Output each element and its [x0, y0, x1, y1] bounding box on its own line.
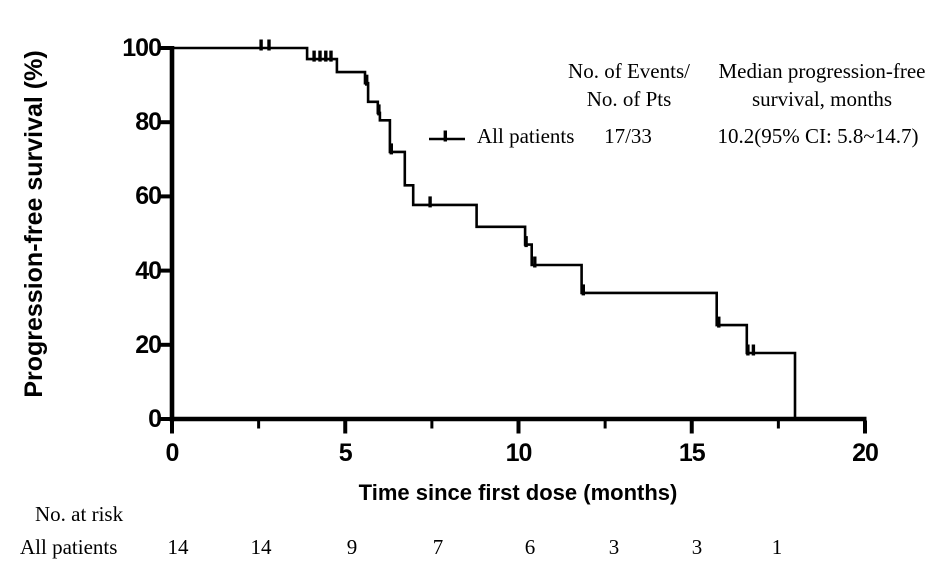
y-tick-label-0: 0 — [148, 405, 162, 433]
x-tick-label-20: 20 — [852, 439, 879, 467]
x-tick-label-0: 0 — [165, 439, 180, 467]
risk-table-title: No. at risk — [35, 502, 124, 526]
legend-events-header: No. of Events/ No. of Pts — [543, 57, 715, 113]
censor-tick-mark — [428, 196, 432, 208]
y-tick-label-20: 20 — [135, 330, 162, 359]
y-tick-label-80: 80 — [135, 108, 162, 137]
legend-median-header-line2: survival, months — [752, 87, 892, 111]
censor-tick-mark — [365, 74, 369, 86]
y-axis-title: Progression-free survival (%) — [20, 50, 48, 398]
censor-tick-mark — [377, 104, 381, 116]
censor-tick-mark — [312, 50, 316, 62]
censor-tick-mark — [389, 143, 393, 155]
x-axis-title: Time since first dose (months) — [358, 480, 678, 505]
censor-tick-mark — [267, 39, 271, 51]
censor-tick-mark — [533, 256, 537, 268]
legend-series-label: All patients — [477, 124, 575, 148]
censor-tick-mark — [717, 316, 721, 328]
censor-tick-mark — [581, 284, 585, 296]
risk-count: 1 — [771, 535, 783, 559]
y-tick-label-60: 60 — [135, 182, 162, 211]
legend-events-header-line2: No. of Pts — [586, 87, 672, 111]
risk-count: 9 — [346, 535, 358, 559]
censor-tick-mark — [524, 236, 528, 248]
x-tick-label-15: 15 — [678, 439, 706, 467]
legend-median-header-line1: Median progression-free — [718, 59, 926, 83]
y-tick-label-100: 100 — [122, 34, 162, 62]
x-tick-label-5: 5 — [338, 439, 353, 467]
censor-tick-mark — [751, 344, 756, 356]
censor-tick-mark — [318, 50, 322, 62]
censor-tick-mark — [259, 39, 263, 51]
legend-median-value: 10.2(95% CI: 5.8~14.7) — [717, 124, 919, 148]
censor-tick-mark — [746, 344, 750, 356]
risk-count: 14 — [250, 535, 272, 559]
risk-count: 6 — [524, 535, 536, 559]
legend-events-header-line1: No. of Events/ — [568, 59, 690, 83]
risk-count: 3 — [608, 535, 620, 559]
y-tick-label-40: 40 — [135, 256, 162, 285]
censor-tick-mark — [329, 50, 333, 62]
legend-events-value: 17/33 — [604, 124, 652, 148]
risk-count: 14 — [167, 535, 189, 559]
risk-row-label: All patients — [20, 535, 118, 559]
risk-count: 7 — [432, 535, 444, 559]
km-series-symbol-icon — [429, 130, 465, 142]
x-tick-label-10: 10 — [505, 439, 533, 467]
legend-median-header: Median progression-free survival, months — [691, 57, 931, 113]
censor-tick-mark — [324, 50, 328, 62]
risk-count: 3 — [691, 535, 703, 559]
